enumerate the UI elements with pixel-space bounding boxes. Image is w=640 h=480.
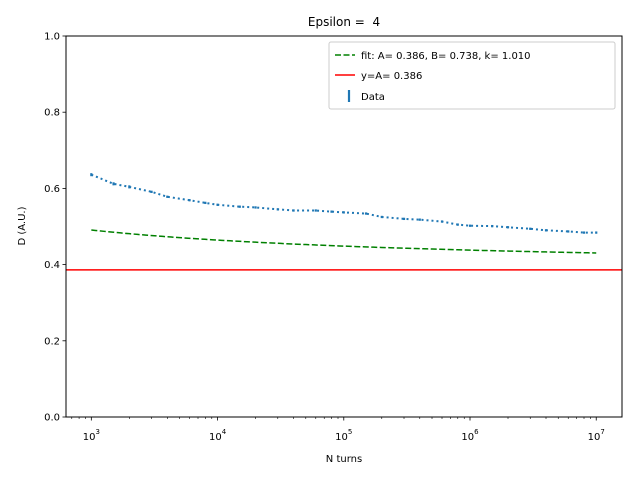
y-tick-label: 0.0 bbox=[44, 413, 60, 424]
legend-label: y=A= 0.386 bbox=[361, 71, 422, 82]
y-tick-label: 0.2 bbox=[44, 336, 60, 347]
legend-label: fit: A= 0.386, B= 0.738, k= 1.010 bbox=[361, 51, 531, 62]
y-tick-label: 0.4 bbox=[44, 260, 60, 271]
legend-label: Data bbox=[361, 92, 385, 103]
y-tick-label: 0.6 bbox=[44, 184, 60, 195]
x-axis-label: N turns bbox=[326, 454, 362, 465]
y-axis-label: D (A.U.) bbox=[17, 206, 28, 245]
y-tick-label: 0.8 bbox=[44, 108, 60, 119]
y-tick-label: 1.0 bbox=[44, 32, 60, 43]
chart-title: Epsilon = 4 bbox=[308, 15, 380, 29]
legend: fit: A= 0.386, B= 0.738, k= 1.010 y=A= 0.… bbox=[329, 42, 615, 109]
